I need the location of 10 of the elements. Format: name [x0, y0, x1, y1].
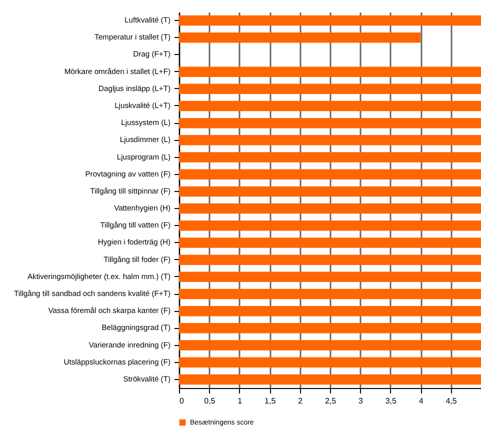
- x-tick-label: 0,5: [204, 396, 216, 406]
- x-tick-label: 1,5: [264, 396, 276, 406]
- x-tick-label: 2: [298, 396, 304, 406]
- x-tick-label: 3: [358, 396, 364, 406]
- x-tick-label: 4: [418, 396, 424, 406]
- x-tick-label: 4,5: [446, 396, 458, 406]
- x-tick-label: 1: [238, 396, 243, 406]
- x-tick-label: 3,5: [385, 396, 398, 406]
- x-tick-label: 2,5: [324, 396, 337, 406]
- x-tick-label: 0: [180, 396, 184, 406]
